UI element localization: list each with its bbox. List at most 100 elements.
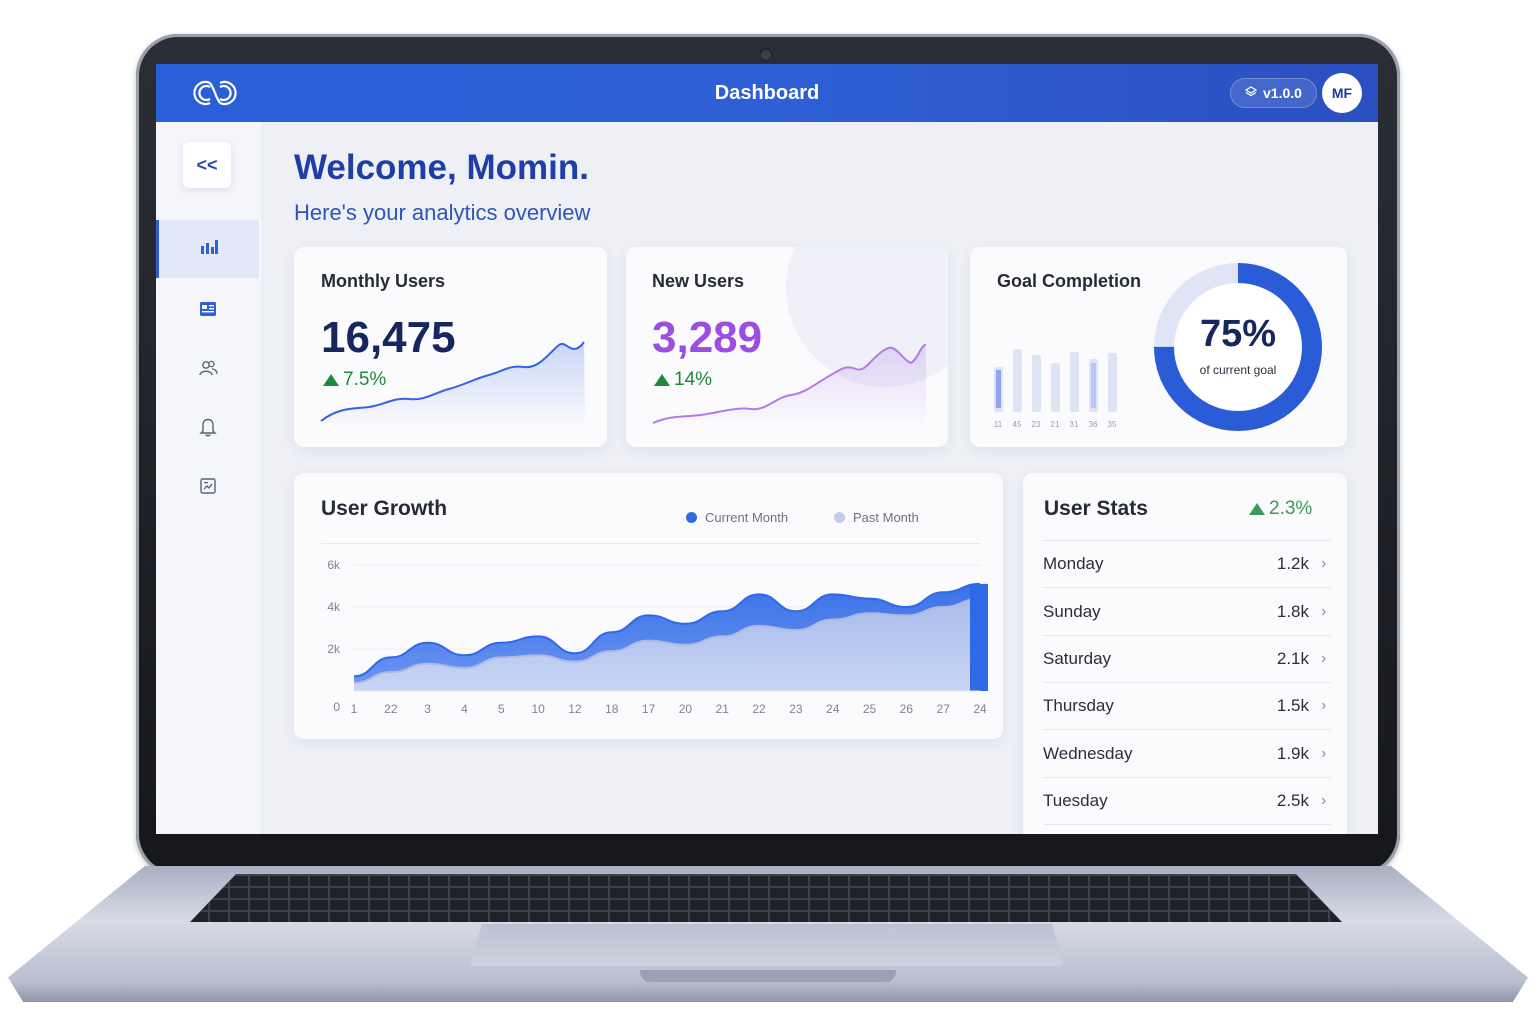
x-tick-label: 1 (351, 702, 358, 716)
monthly-users-value: 16,475 (321, 313, 456, 362)
sidebar-item-reports[interactable] (156, 459, 259, 517)
legend-dot-current (686, 512, 697, 523)
sidebar-item-users[interactable] (156, 341, 259, 399)
x-tick-label: 17 (642, 702, 656, 716)
user-stats-delta: 2.3% (1249, 498, 1312, 520)
x-tick-label: 24 (973, 702, 987, 716)
goal-bar-label: 31 (1070, 420, 1079, 429)
stat-row[interactable]: Tuesday 2.5k › (1043, 778, 1331, 825)
goal-bar-label: 11 (994, 420, 1003, 429)
monthly-users-delta: 7.5% (323, 369, 386, 391)
stat-row[interactable]: Sunday 1.8k › (1043, 589, 1331, 636)
goal-mini-bars: 11 45 23 21 31 36 35 (994, 349, 1117, 429)
screen: Dashboard v1.0.0 MF << (156, 64, 1378, 834)
collapse-sidebar-button[interactable]: << (183, 142, 231, 188)
highlight-bar (970, 583, 988, 691)
x-tick-label: 12 (568, 702, 582, 716)
card-title: New Users (652, 271, 745, 291)
sidebar-item-notifications[interactable] (156, 400, 259, 458)
goal-bar-label: 36 (1089, 420, 1098, 429)
legend-dot-past (834, 512, 845, 523)
version-badge[interactable]: v1.0.0 (1230, 78, 1317, 108)
card-title: Goal Completion (997, 271, 1141, 291)
stat-row[interactable]: Monday 1.2k › (1043, 541, 1331, 588)
x-tick-label: 10 (531, 702, 545, 716)
avatar[interactable]: MF (1322, 73, 1362, 113)
sidebar-item-analytics[interactable] (156, 220, 259, 278)
stat-value: 2.1k (1276, 649, 1309, 668)
welcome-subtitle: Here's your analytics overview (294, 200, 591, 225)
sidebar-item-news[interactable] (156, 282, 259, 340)
card-title: User Stats (1044, 497, 1148, 520)
trend-up-icon (1249, 503, 1265, 515)
card-title: User Growth (321, 497, 448, 520)
stat-value: 2.5k (1276, 791, 1309, 810)
goal-bar-label: 35 (1108, 420, 1117, 429)
divider (321, 543, 981, 544)
user-growth-chart[interactable]: 0 2k 4k 6k 1 22 3 4 5 10 12 18 17 20 21 22 23 24 25 26 27 24 (294, 545, 1003, 739)
new-users-sparkline (652, 343, 927, 429)
y-tick-label: 0 (333, 700, 340, 714)
x-tick-label: 5 (498, 702, 505, 716)
goal-bar-label: 21 (1051, 420, 1060, 429)
stat-day: Wednesday (1043, 744, 1133, 763)
x-tick-label: 26 (900, 702, 914, 716)
legend-past[interactable]: Past Month (834, 510, 919, 525)
y-tick-label: 4k (327, 600, 341, 614)
newspaper-icon (199, 301, 217, 322)
stat-row[interactable]: Saturday 2.1k › (1043, 636, 1331, 683)
stat-day: Saturday (1043, 649, 1112, 668)
x-tick-label: 18 (605, 702, 619, 716)
app-logo[interactable] (188, 78, 242, 113)
chevron-right-icon: › (1321, 792, 1327, 809)
stat-day: Sunday (1043, 602, 1101, 621)
delta-text: 14% (674, 369, 713, 390)
stat-value: 1.5k (1276, 696, 1309, 715)
stat-row[interactable]: Wednesday 1.9k › (1043, 731, 1331, 778)
stat-value: 1.9k (1276, 744, 1309, 763)
version-text: v1.0.0 (1263, 85, 1302, 101)
y-tick-label: 2k (327, 642, 341, 656)
x-tick-label: 3 (424, 702, 431, 716)
page-title: Dashboard (714, 82, 820, 104)
series-line-past (353, 597, 981, 684)
delta-text: 2.3% (1269, 498, 1313, 519)
x-tick-label: 22 (384, 702, 398, 716)
x-tick-label: 20 (679, 702, 693, 716)
legend-label: Past Month (853, 510, 919, 525)
stat-day: Monday (1043, 554, 1104, 573)
card-title: Monthly Users (321, 271, 446, 291)
goal-bar-label: 45 (1013, 420, 1022, 429)
y-tick-label: 6k (327, 558, 341, 572)
x-tick-label: 23 (789, 702, 803, 716)
goal-percent: 75% (1199, 313, 1277, 355)
legend-current[interactable]: Current Month (686, 510, 788, 525)
layers-icon (1244, 85, 1258, 101)
x-tick-label: 25 (863, 702, 877, 716)
x-tick-label: 24 (826, 702, 840, 716)
chevron-right-icon: › (1321, 555, 1327, 572)
new-users-card[interactable]: New Users 3,289 14% (626, 247, 948, 447)
stat-value: 1.2k (1276, 554, 1309, 573)
delta-text: 7.5% (343, 369, 387, 390)
topbar: Dashboard v1.0.0 MF (156, 64, 1378, 122)
monthly-users-card[interactable]: Monthly Users 16,475 7.5% (294, 247, 607, 447)
users-icon (198, 359, 218, 382)
divider (1043, 540, 1331, 541)
keyboard (190, 874, 1342, 922)
chevron-right-icon: › (1321, 745, 1327, 762)
user-growth-card: User Growth Current Month Past Month 0 2k… (294, 473, 1003, 739)
stat-day: Thursday (1043, 696, 1114, 715)
legend-label: Current Month (705, 510, 789, 525)
stat-row[interactable]: Thursday 1.5k › (1043, 683, 1331, 730)
chevron-right-icon: › (1321, 650, 1327, 667)
trend-up-icon (323, 374, 339, 386)
camera (761, 50, 771, 60)
report-icon (199, 477, 217, 500)
bar-chart-icon (199, 238, 219, 261)
trackpad (470, 924, 1064, 966)
x-tick-label: 22 (752, 702, 766, 716)
new-users-value: 3,289 (652, 313, 763, 362)
sidebar: << (156, 122, 263, 834)
goal-completion-card[interactable]: Goal Completion 11 45 23 21 31 36 35 75% of cu… (970, 247, 1347, 447)
